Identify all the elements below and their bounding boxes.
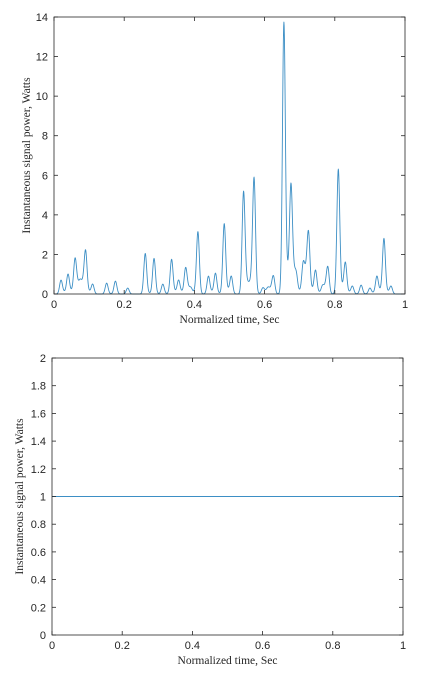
x-tick-label: 0.2 xyxy=(117,299,132,311)
x-tick-label: 0.8 xyxy=(327,299,342,311)
x-tick-label: 0 xyxy=(51,299,57,311)
y-tick-label: 0.6 xyxy=(31,547,46,559)
y-axis-label: Instantaneous signal power, Watts xyxy=(21,77,33,234)
y-tick-label: 0.2 xyxy=(31,602,46,614)
y-tick-label: 10 xyxy=(36,91,48,103)
y-axis-label: Instantaneous signal power, Watts xyxy=(14,418,26,575)
y-tick-label: 1.2 xyxy=(31,464,46,476)
y-tick-label: 0.8 xyxy=(31,519,46,531)
chart-bottom-constant-power: 0 0.2 0.4 0.6 0.8 1 0 0.2 0.4 0.6 0.8 1 1.2 1.4 1.6 1.8… xyxy=(14,353,406,667)
x-tick-label: 1 xyxy=(400,640,406,652)
y-tick-label: 12 xyxy=(36,52,48,64)
y-tick-label: 1.8 xyxy=(31,381,46,393)
y-tick-label: 4 xyxy=(42,210,48,222)
x-tick-label: 0.6 xyxy=(257,299,272,311)
x-tick-label: 0.2 xyxy=(115,640,130,652)
y-tick-label: 1.6 xyxy=(31,408,46,420)
plot-frame xyxy=(53,16,406,295)
x-tick-label: 0 xyxy=(49,640,55,652)
series-line-0 xyxy=(53,21,406,295)
y-tick-label: 2 xyxy=(40,353,46,365)
y-tick-label: 1.4 xyxy=(31,436,46,448)
y-tick-label: 6 xyxy=(42,170,48,182)
y-tick-label: 8 xyxy=(42,131,48,143)
y-tick-label: 14 xyxy=(36,12,48,24)
x-tick-label: 1 xyxy=(402,299,408,311)
y-tick-label: 0.4 xyxy=(31,575,46,587)
x-tick-label: 0.4 xyxy=(187,299,202,311)
y-tick-label: 0 xyxy=(40,630,46,642)
x-axis-label: Normalized time, Sec xyxy=(178,655,278,667)
x-axis-label: Normalized time, Sec xyxy=(180,314,280,326)
x-tick-label: 0.4 xyxy=(185,640,200,652)
y-tick-label: 0 xyxy=(42,289,48,301)
x-tick-label: 0.8 xyxy=(325,640,340,652)
y-tick-label: 1 xyxy=(40,492,46,504)
x-tick-label: 0.6 xyxy=(255,640,270,652)
y-tick-label: 2 xyxy=(42,249,48,261)
